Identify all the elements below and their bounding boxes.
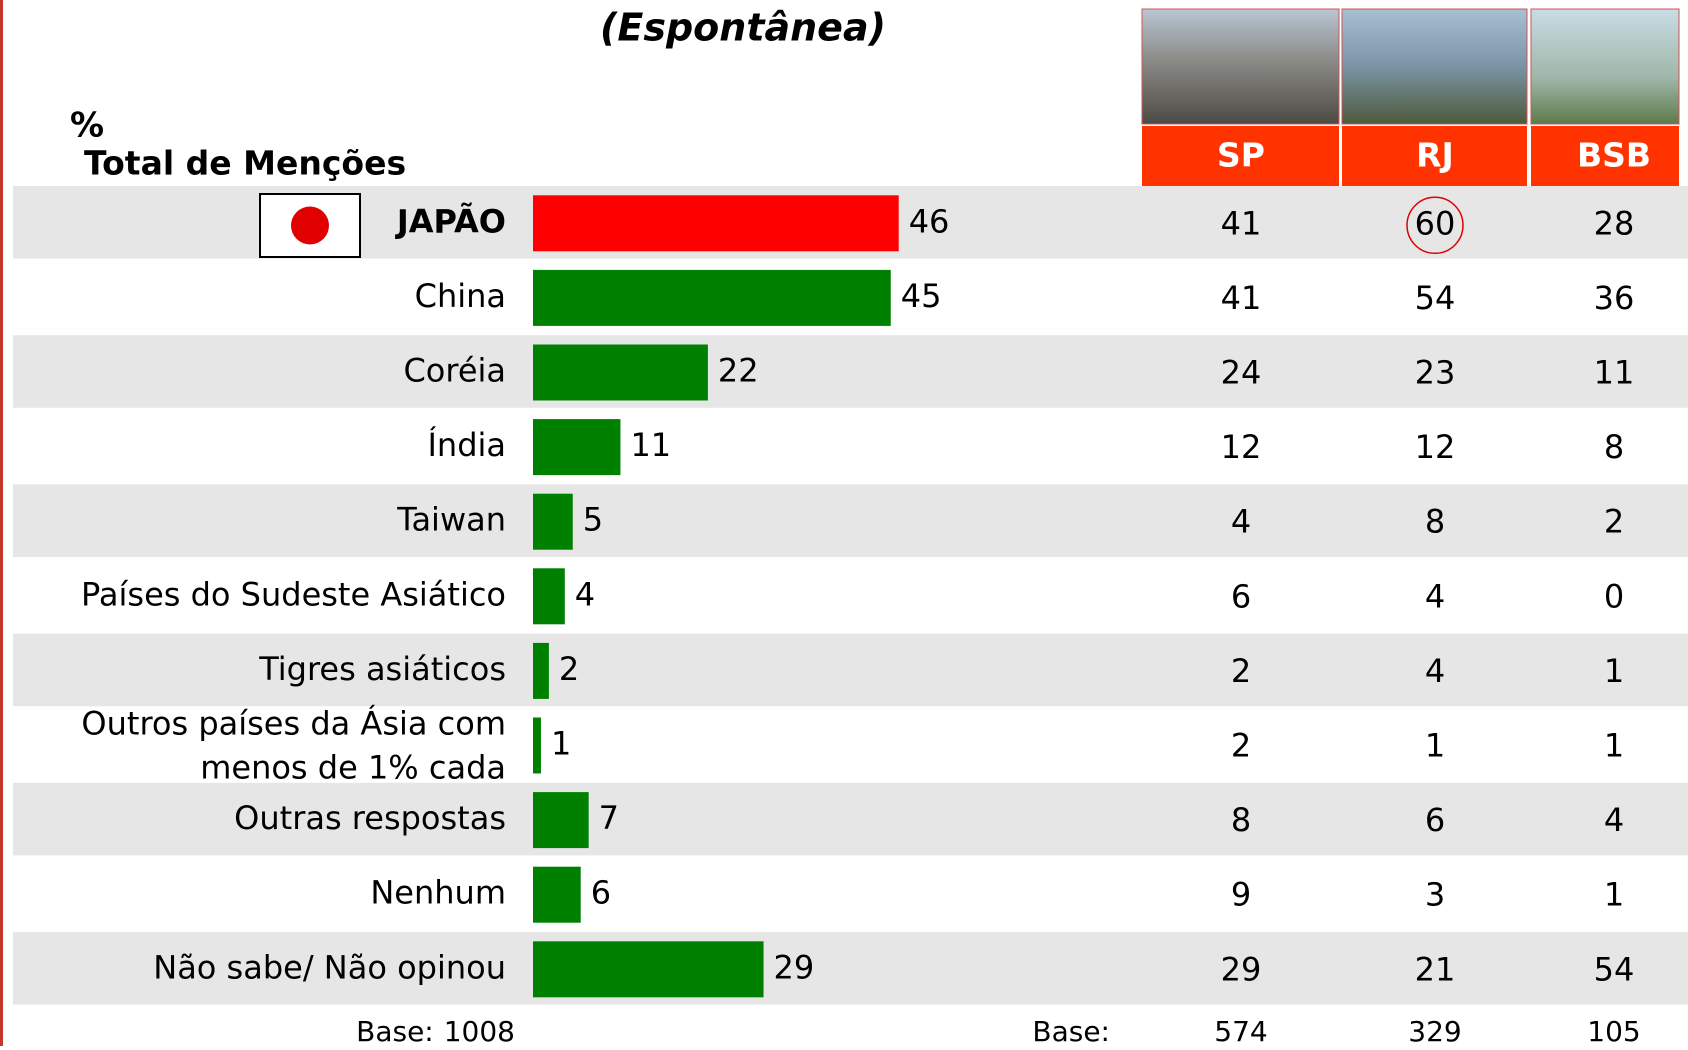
table-cell: 6 xyxy=(1231,577,1251,615)
table-cell: 1 xyxy=(1604,727,1624,765)
table-cell: 2 xyxy=(1604,503,1624,541)
table-cell: 60 xyxy=(1415,204,1456,242)
value-label: 6 xyxy=(591,874,611,912)
base-label: Base: 1008 xyxy=(356,1015,515,1046)
table-cell: 11 xyxy=(1594,354,1635,392)
base-caption: Base: xyxy=(356,1015,434,1046)
column-header: BSB xyxy=(1577,136,1651,175)
table-cell: 4 xyxy=(1425,652,1445,690)
category-label: Não sabe/ Não opinou xyxy=(153,948,506,986)
bar xyxy=(533,941,764,997)
table-cell: 24 xyxy=(1221,354,1262,392)
table-cell: 54 xyxy=(1415,279,1456,317)
bar xyxy=(533,792,589,848)
value-label: 29 xyxy=(774,948,815,986)
table-cell: 41 xyxy=(1221,204,1262,242)
table-cell: 9 xyxy=(1231,876,1251,914)
table-cell: 12 xyxy=(1221,428,1262,466)
page: (Espontânea) % Total de Menções SP RJ BSB J… xyxy=(0,0,1688,1046)
base-total: 1008 xyxy=(444,1015,515,1046)
table-cell: 1 xyxy=(1604,652,1624,690)
table-cell: 28 xyxy=(1594,204,1635,242)
table-cell: 36 xyxy=(1594,279,1635,317)
flag-sun xyxy=(291,207,329,245)
value-label: 22 xyxy=(718,352,759,390)
table-cell: 3 xyxy=(1425,876,1445,914)
city-photo xyxy=(1142,9,1339,124)
table-cell: 6 xyxy=(1425,801,1445,839)
subtitle: Total de Menções xyxy=(84,144,406,183)
bar xyxy=(533,718,541,774)
table-cell: 4 xyxy=(1425,577,1445,615)
table-cell: 54 xyxy=(1594,950,1635,988)
value-label: 5 xyxy=(583,501,603,539)
base-value: 329 xyxy=(1408,1015,1461,1046)
unit-label: % xyxy=(70,106,104,146)
city-photo xyxy=(1342,9,1527,124)
base-caption: Base: xyxy=(1032,1015,1110,1046)
base-value: 574 xyxy=(1214,1015,1267,1046)
table-cell: 41 xyxy=(1221,279,1262,317)
bar xyxy=(533,867,581,923)
category-label: Coréia xyxy=(403,352,506,390)
table-cell: 1 xyxy=(1425,727,1445,765)
category-label: China xyxy=(415,277,506,315)
base-value: 105 xyxy=(1587,1015,1640,1046)
table-cell: 4 xyxy=(1604,801,1624,839)
column-header: SP xyxy=(1217,136,1265,175)
category-label: Nenhum xyxy=(370,874,506,912)
table-cell: 1 xyxy=(1604,876,1624,914)
bar xyxy=(533,270,891,326)
bar xyxy=(533,643,549,699)
category-label: Tigres asiáticos xyxy=(258,650,506,688)
bar xyxy=(533,494,573,550)
bar xyxy=(533,568,565,624)
table-cell: 2 xyxy=(1231,652,1251,690)
category-label: Outras respostas xyxy=(234,799,506,837)
chart-title: (Espontânea) xyxy=(600,6,886,50)
value-label: 4 xyxy=(575,575,595,613)
category-label: Países do Sudeste Asiático xyxy=(81,575,506,613)
value-label: 7 xyxy=(599,799,619,837)
table-cell: 4 xyxy=(1231,503,1251,541)
category-label: Taiwan xyxy=(396,501,506,539)
value-label: 45 xyxy=(901,277,942,315)
table-cell: 12 xyxy=(1415,428,1456,466)
city-photo xyxy=(1531,9,1679,124)
table-cell: 8 xyxy=(1425,503,1445,541)
table-cell: 2 xyxy=(1231,727,1251,765)
value-label: 2 xyxy=(559,650,579,688)
table-cell: 0 xyxy=(1604,577,1624,615)
category-label: JAPÃO xyxy=(395,202,506,240)
value-label: 11 xyxy=(630,426,671,464)
table-cell: 8 xyxy=(1231,801,1251,839)
bar xyxy=(533,345,708,401)
value-label: 1 xyxy=(551,725,571,763)
table-cell: 29 xyxy=(1221,950,1262,988)
bar xyxy=(533,195,899,251)
table-cell: 21 xyxy=(1415,950,1456,988)
bar xyxy=(533,419,620,475)
table-cell: 23 xyxy=(1415,354,1456,392)
edge-stripe xyxy=(0,0,3,1046)
category-label: Índia xyxy=(427,426,506,464)
value-label: 46 xyxy=(909,202,950,240)
column-header: RJ xyxy=(1416,136,1454,175)
table-cell: 8 xyxy=(1604,428,1624,466)
